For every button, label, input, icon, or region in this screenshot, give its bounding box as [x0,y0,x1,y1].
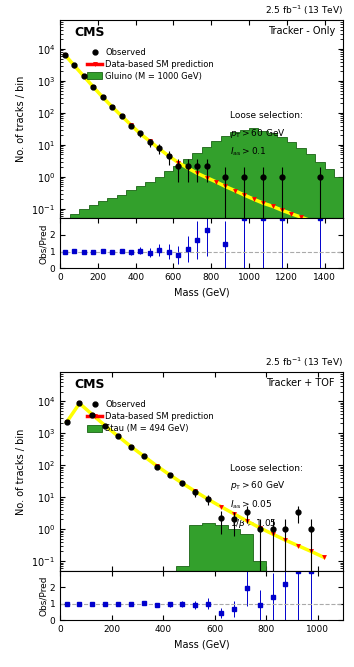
Y-axis label: No. of tracks / bin: No. of tracks / bin [16,428,26,515]
X-axis label: Mass (GeV): Mass (GeV) [174,640,230,650]
Legend: Observed, Data-based SM prediction, Stau (M = 494 GeV): Observed, Data-based SM prediction, Stau… [87,400,214,433]
Text: Tracker + TOF: Tracker + TOF [266,378,335,388]
Text: Loose selection:
$p_{\mathrm{T}} > 60$ GeV
$I_{\mathrm{as}} > 0.05$
$1/\beta > 1: Loose selection: $p_{\mathrm{T}} > 60$ G… [230,464,303,530]
Text: Loose selection:
$p_{\mathrm{T}} > 60$ GeV
$I_{\mathrm{as}} > 0.1$: Loose selection: $p_{\mathrm{T}} > 60$ G… [230,111,303,158]
X-axis label: Mass (GeV): Mass (GeV) [174,287,230,297]
Y-axis label: Obs/Pred: Obs/Pred [39,223,48,263]
Text: Tracker - Only: Tracker - Only [268,26,335,36]
Text: 2.5 fb$^{-1}$ (13 TeV): 2.5 fb$^{-1}$ (13 TeV) [265,356,343,370]
Y-axis label: Obs/Pred: Obs/Pred [39,575,48,616]
Legend: Observed, Data-based SM prediction, Gluino (M = 1000 GeV): Observed, Data-based SM prediction, Glui… [87,48,214,81]
Text: 2.5 fb$^{-1}$ (13 TeV): 2.5 fb$^{-1}$ (13 TeV) [265,3,343,17]
Text: CMS: CMS [74,26,105,39]
Text: CMS: CMS [74,378,105,392]
Y-axis label: No. of tracks / bin: No. of tracks / bin [16,76,26,163]
